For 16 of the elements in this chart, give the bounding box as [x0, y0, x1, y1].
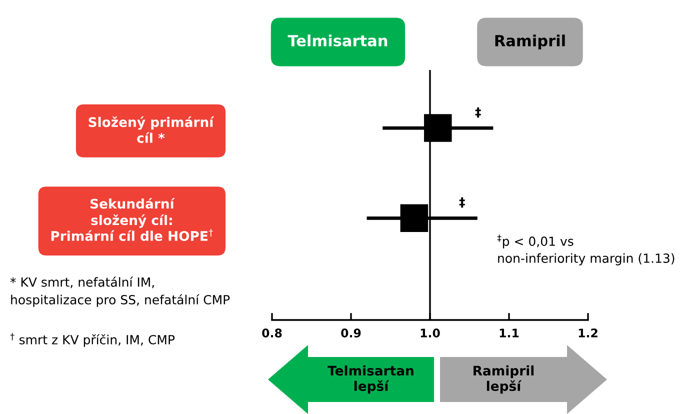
y-tick-label: Složený primární cíl * [88, 116, 214, 143]
text: Telmisartan [288, 34, 388, 46]
text: * KV smrt, nefatální IM, hospitalizace pro SS, nefatální CMP [10, 276, 230, 307]
x-tick-label: 1.1 [500, 328, 519, 338]
x-tick-label: 1.0 [420, 328, 440, 338]
annotation: $^{‡}$p < 0,01 vs non-inferiority margin (1.13) [497, 234, 674, 266]
text: Ramipril [495, 34, 565, 50]
y-tick-label: Sekundární složený cíl: Primární cíl dle HOPE$^{†}$ [51, 198, 213, 241]
text: Telmisartan lepší [328, 365, 414, 394]
x-tick-label: 1.2 [578, 328, 598, 338]
annotation: ‡ [459, 197, 465, 208]
x-tick-label: 0.8 [262, 328, 282, 338]
x-tick-label: 0.9 [341, 328, 361, 338]
text: Ramipril lepší [474, 365, 534, 394]
annotation: ‡ [475, 107, 481, 118]
text: $^{†}$ smrt z KV příčin, IM, CMP [10, 333, 175, 347]
